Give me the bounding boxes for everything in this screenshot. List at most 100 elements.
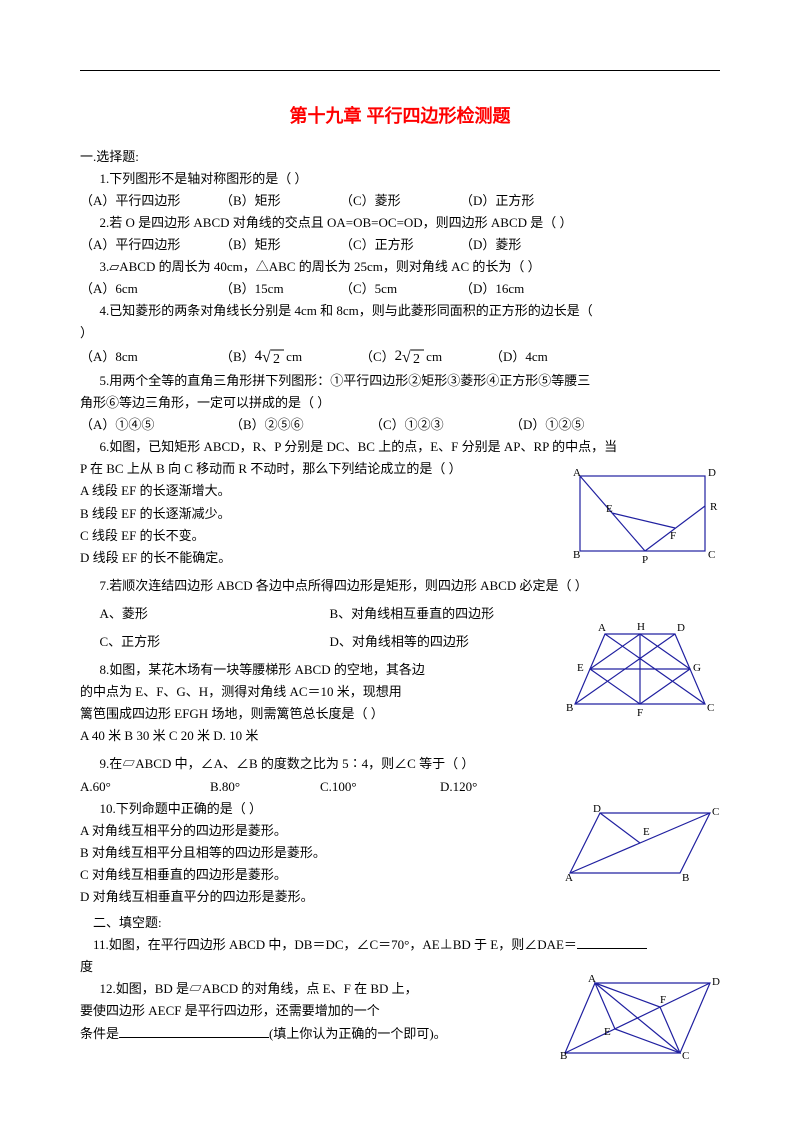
q4-B: （B） 4 √2 cm	[220, 344, 360, 370]
q9-C: C.100°	[320, 776, 440, 798]
q10-lab-D: D	[593, 803, 601, 815]
q8-lab-H: H	[637, 621, 645, 633]
q9-A: A.60°	[80, 776, 210, 798]
q10-lab-B: B	[682, 872, 689, 883]
q8-lab-B: B	[566, 702, 573, 714]
q2-stem: 2.若 O 是四边形 ABCD 对角线的交点且 OA=OB=OC=OD，则四边形…	[80, 212, 720, 234]
q9-D: D.120°	[440, 776, 477, 798]
q3-B: （B）15cm	[220, 278, 340, 300]
q10-lab-A: A	[565, 872, 573, 883]
q3-D: （D）16cm	[460, 278, 524, 300]
section-2-head: 二、填空题:	[80, 912, 720, 934]
q12-lab-A: A	[588, 973, 596, 985]
section-1-head: 一.选择题:	[80, 146, 720, 168]
q8-lab-D: D	[677, 622, 685, 634]
q4-stem2: ）	[80, 322, 720, 344]
q2-options: （A）平行四边形 （B）矩形 （C）正方形 （D）菱形	[80, 234, 720, 256]
q9-options: A.60° B.80° C.100° D.120°	[80, 776, 720, 798]
q8-opts: A 40 米 B 30 米 C 20 米 D. 10 米	[80, 725, 720, 747]
q5-stem2: 角形⑥等边三角形，一定可以拼成的是（ ）	[80, 392, 720, 414]
q1-C: （C）菱形	[340, 190, 460, 212]
q7-B: B、对角线相互垂直的四边形	[330, 603, 495, 625]
q9-stem: 9.在▱ABCD 中，∠A、∠B 的度数之比为 5∶4，则∠C 等于（ ）	[80, 753, 720, 775]
q7-C: C、正方形	[80, 631, 330, 653]
q1-B: （B）矩形	[220, 190, 340, 212]
q6-lab-R: R	[710, 501, 718, 513]
q2-D: （D）菱形	[460, 234, 521, 256]
q6-stem1: 6.如图，已知矩形 ABCD，R、P 分别是 DC、BC 上的点，E、F 分别是…	[80, 436, 720, 458]
q8-lab-E: E	[577, 662, 584, 674]
q4-stem1: 4.已知菱形的两条对角线长分别是 4cm 和 8cm，则与此菱形同面积的正方形的…	[80, 300, 720, 322]
q5-B: （B）②⑤⑥	[230, 414, 370, 436]
q12-lab-D: D	[712, 976, 720, 988]
q12-lab-C: C	[682, 1050, 689, 1062]
q2-A: （A）平行四边形	[80, 234, 220, 256]
q6-lab-F: F	[670, 530, 676, 542]
q4-C-pre: （C）	[360, 346, 395, 368]
page-title: 第十九章 平行四边形检测题	[80, 101, 720, 132]
q5-D: （D）①②⑤	[510, 414, 584, 436]
sqrt-icon: √2	[402, 347, 426, 367]
q11-line1: 11.如图，在平行四边形 ABCD 中，DB＝DC，∠C＝70°，AE⊥BD 于…	[80, 934, 720, 956]
q12-blank[interactable]	[119, 1024, 269, 1038]
q12-block: 12.如图，BD 是▱ABCD 的对角线，点 E、F 在 BD 上， 要使四边形…	[80, 978, 720, 1044]
q6-lab-C: C	[708, 549, 715, 561]
q1-D: （D）正方形	[460, 190, 534, 212]
q6-lab-A: A	[573, 467, 581, 479]
q1-stem: 1.下列图形不是轴对称图形的是（ ）	[80, 168, 720, 190]
q7-stem: 7.若顺次连结四边形 ABCD 各边中点所得四边形是矩形，则四边形 ABCD 必…	[80, 575, 720, 597]
q5-options: （A）①④⑤ （B）②⑤⑥ （C）①②③ （D）①②⑤	[80, 414, 720, 436]
top-rule	[80, 70, 720, 71]
svg-text:2: 2	[413, 352, 420, 367]
q8-figure: A D B C H E G F	[560, 619, 720, 724]
sqrt-icon: √2	[262, 347, 286, 367]
q4-A: （A）8cm	[80, 346, 220, 368]
q12-lab-B: B	[560, 1050, 567, 1062]
q6-lab-D: D	[708, 467, 716, 479]
q9-B: B.80°	[210, 776, 320, 798]
q7-A: A、菱形	[80, 603, 330, 625]
q8-block: 8.如图，某花木场有一块等腰梯形 ABCD 的空地，其各边 的中点为 E、F、G…	[80, 659, 720, 747]
q4-B-suf: cm	[286, 346, 302, 368]
q3-C: （C）5cm	[340, 278, 460, 300]
q8-lab-G: G	[693, 662, 701, 674]
q11-stem1: 11.如图，在平行四边形 ABCD 中，DB＝DC，∠C＝70°，AE⊥BD 于…	[80, 937, 577, 952]
q4-options: （A）8cm （B） 4 √2 cm （C） 2 √2 cm （D）4cm	[80, 344, 720, 370]
q10-block: 10.下列命题中正确的是（ ） A 对角线互相平分的四边形是菱形。 B 对角线互…	[80, 798, 720, 908]
q6-lab-B: B	[573, 549, 580, 561]
q12-lab-E: E	[604, 1026, 611, 1038]
q5-stem1: 5.用两个全等的直角三角形拼下列图形：①平行四边形②矩形③菱形④正方形⑤等腰三	[80, 370, 720, 392]
q6-lab-E: E	[606, 503, 613, 515]
q4-D: （D）4cm	[490, 346, 548, 368]
q11-blank[interactable]	[577, 935, 647, 949]
q4-B-pre: （B）	[220, 346, 255, 368]
q3-A: （A）6cm	[80, 278, 220, 300]
q4-C: （C） 2 √2 cm	[360, 344, 490, 370]
q12-stem3b: (填上你认为正确的一个即可)。	[269, 1026, 447, 1041]
q7-D: D、对角线相等的四边形	[330, 631, 469, 653]
q2-B: （B）矩形	[220, 234, 340, 256]
q10-D: D 对角线互相垂直平分的四边形是菱形。	[80, 886, 720, 908]
q10-lab-E: E	[643, 826, 650, 838]
svg-text:√: √	[402, 349, 411, 366]
q10-lab-C: C	[712, 806, 719, 818]
svg-text:2: 2	[273, 352, 280, 367]
q1-options: （A）平行四边形 （B）矩形 （C）菱形 （D）正方形	[80, 190, 720, 212]
q6-lab-P: P	[642, 554, 648, 566]
q6-block: 6.如图，已知矩形 ABCD，R、P 分别是 DC、BC 上的点，E、F 分别是…	[80, 436, 720, 569]
q5-C: （C）①②③	[370, 414, 510, 436]
q3-options: （A）6cm （B）15cm （C）5cm （D）16cm	[80, 278, 720, 300]
q3-stem: 3.▱ABCD 的周长为 40cm，△ABC 的周长为 25cm，则对角线 AC…	[80, 256, 720, 278]
q4-C-suf: cm	[426, 346, 442, 368]
q12-lab-F: F	[660, 994, 666, 1006]
q1-A: （A）平行四边形	[80, 190, 220, 212]
q5-A: （A）①④⑤	[80, 414, 230, 436]
q12-stem3a: 条件是	[80, 1026, 119, 1041]
q8-lab-A: A	[598, 622, 606, 634]
q2-C: （C）正方形	[340, 234, 460, 256]
svg-text:√: √	[262, 349, 271, 366]
q10-figure: D C A B E	[565, 803, 720, 883]
q8-lab-C: C	[707, 702, 714, 714]
q8-lab-F: F	[637, 707, 643, 719]
q12-figure: A D B C E F	[560, 973, 720, 1063]
